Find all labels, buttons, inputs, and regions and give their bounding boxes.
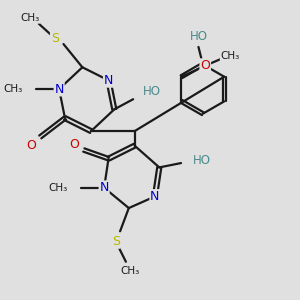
Text: S: S [51, 32, 59, 45]
Text: HO: HO [143, 85, 161, 98]
Text: HO: HO [193, 154, 211, 167]
Text: CH₃: CH₃ [49, 183, 68, 193]
Text: CH₃: CH₃ [20, 13, 40, 23]
Text: HO: HO [190, 30, 208, 43]
Text: N: N [99, 181, 109, 194]
Text: N: N [104, 74, 113, 87]
Text: O: O [70, 138, 80, 151]
Text: O: O [200, 59, 210, 72]
Text: CH₃: CH₃ [121, 266, 140, 276]
Text: N: N [54, 82, 64, 95]
Text: N: N [150, 190, 160, 203]
Text: O: O [26, 139, 36, 152]
Text: CH₃: CH₃ [220, 51, 240, 61]
Text: CH₃: CH₃ [4, 84, 23, 94]
Text: S: S [112, 235, 120, 248]
